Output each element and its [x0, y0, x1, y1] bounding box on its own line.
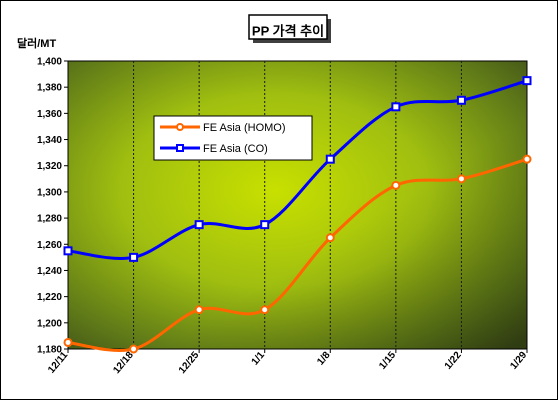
data-point	[325, 154, 335, 164]
y-tick-label: 1,200	[37, 318, 62, 329]
y-axis-label: 달러/MT	[17, 36, 56, 50]
data-point	[194, 305, 204, 315]
y-tick-label: 1,360	[37, 109, 62, 120]
data-point	[522, 76, 532, 86]
y-tick-label: 1,180	[37, 345, 62, 356]
y-tick-label: 1,260	[37, 240, 62, 251]
y-tick-label: 1,320	[37, 161, 62, 172]
x-tick-label: 1/15	[377, 350, 398, 372]
series-line	[67, 79, 528, 260]
data-point	[456, 95, 466, 105]
legend-marker	[176, 123, 184, 131]
data-point	[325, 233, 335, 243]
x-tick-label: 12/25	[177, 350, 202, 377]
y-tick-label: 1,380	[37, 83, 62, 94]
series-line	[67, 157, 528, 352]
data-point	[391, 180, 401, 190]
title-box: PP 가격 추이	[248, 14, 331, 43]
x-tick-label: 1/22	[443, 350, 464, 372]
legend-marker	[176, 144, 184, 152]
x-tick-label: 1/29	[508, 350, 529, 372]
data-point	[63, 337, 73, 347]
series-group	[63, 76, 532, 354]
legend-label: FE Asia (CO)	[203, 143, 268, 155]
y-tick-label: 1,220	[37, 292, 62, 303]
y-tick-labels: 1,180 1,200 1,220 1,240 1,260 1,280 1,300 1,320…	[37, 57, 62, 356]
data-point	[260, 220, 270, 230]
data-point	[522, 154, 532, 164]
y-tick-label: 1,280	[37, 214, 62, 225]
data-point	[391, 102, 401, 112]
x-tick-label: 12/18	[111, 350, 136, 377]
data-point	[63, 246, 73, 256]
data-point	[456, 174, 466, 184]
x-tick-labels: 12/11 12/18 12/25 1/1 1/8 1/15 1/22 1/29	[46, 350, 529, 377]
data-point	[260, 305, 270, 315]
data-point	[194, 220, 204, 230]
y-tick-label: 1,240	[37, 266, 62, 277]
legend: FE Asia (HOMO) FE Asia (CO)	[153, 115, 313, 161]
chart-title: PP 가격 추이	[252, 23, 324, 38]
y-tick-label: 1,340	[37, 135, 62, 146]
data-point	[129, 252, 139, 262]
y-tick-label: 1,400	[37, 57, 62, 68]
data-point	[129, 344, 139, 354]
legend-label: FE Asia (HOMO)	[203, 122, 286, 134]
y-tick-label: 1,300	[37, 187, 62, 198]
